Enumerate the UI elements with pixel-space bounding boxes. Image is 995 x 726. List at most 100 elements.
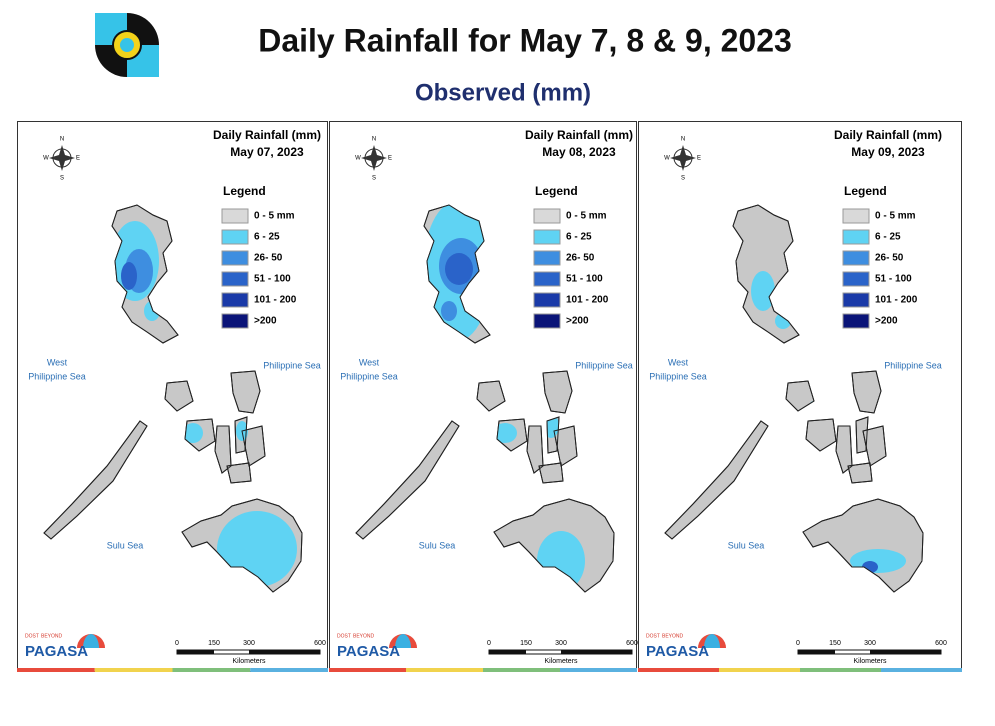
legend-swatch — [221, 292, 249, 308]
island-outline — [546, 416, 560, 454]
panel-date: May 09, 2023 — [851, 145, 925, 159]
sea-label: Philippine Sea — [28, 371, 86, 381]
legend-swatch — [221, 229, 249, 245]
scale-label: 300 — [555, 640, 567, 647]
slide-subtitle: Observed (mm) — [415, 79, 591, 106]
panel-title: Daily Rainfall (mm) — [525, 128, 633, 142]
island-outline — [805, 418, 837, 452]
sea-label: Philippine Sea — [575, 360, 633, 370]
color-strip — [329, 668, 406, 672]
legend-swatch — [533, 313, 561, 329]
color-strip — [560, 668, 637, 672]
legend-swatch — [842, 229, 870, 245]
color-strip — [172, 668, 251, 672]
island-outline — [230, 370, 261, 414]
legend-label: 6 - 25 — [254, 232, 280, 243]
scale-bar-fill — [177, 650, 214, 654]
rain-area — [441, 301, 457, 321]
logo-text: BEYOND — [41, 633, 63, 639]
scale-bar-fill — [561, 650, 632, 654]
scale-label: 300 — [864, 640, 876, 647]
island-outline — [538, 462, 564, 484]
legend-label: >200 — [566, 316, 589, 327]
logo-text: BEYOND — [353, 633, 375, 639]
rain-area — [493, 423, 517, 443]
logo-text: BEYOND — [662, 633, 684, 639]
sea-label: West — [668, 357, 689, 367]
island-outline — [785, 380, 815, 412]
legend-title: Legend — [535, 184, 578, 198]
legend-label: 51 - 100 — [254, 274, 291, 285]
color-strip — [17, 668, 95, 672]
island-outline — [184, 418, 216, 452]
island-outline — [496, 418, 528, 452]
scale-bar-fill — [870, 650, 941, 654]
compass-letter: S — [372, 176, 376, 182]
legend-swatch — [533, 250, 561, 266]
logo-name: PAGASA — [646, 643, 709, 660]
scale-label: 300 — [243, 640, 255, 647]
map-panel: Daily Rainfall (mm) May 07, 2023 Legend 0 -… — [17, 121, 328, 672]
map-panel: Daily Rainfall (mm) May 08, 2023 Legend 0 -… — [329, 121, 638, 672]
scale-unit: Kilometers — [853, 658, 887, 665]
compass-letter: S — [60, 176, 64, 182]
panel-date: May 07, 2023 — [230, 145, 304, 159]
logo-text: DOST — [25, 633, 39, 639]
island-outline — [851, 370, 882, 414]
legend-label: 0 - 5 mm — [875, 211, 916, 222]
scale-bar-fill — [489, 650, 526, 654]
compass-letter: N — [372, 137, 376, 143]
legend-title: Legend — [223, 184, 266, 198]
island-outline — [664, 420, 769, 540]
legend-label: 101 - 200 — [566, 295, 609, 306]
legend-swatch — [221, 271, 249, 287]
compass-letter: N — [60, 137, 64, 143]
color-strip — [800, 668, 881, 672]
island-outline — [111, 204, 179, 344]
legend-label: 26- 50 — [566, 253, 595, 264]
island-outline — [526, 425, 544, 474]
rain-area — [121, 262, 137, 290]
island-outline — [542, 370, 573, 414]
scale-label: 150 — [520, 640, 532, 647]
legend-swatch — [842, 250, 870, 266]
legend-swatch — [842, 292, 870, 308]
scale-label: 0 — [487, 640, 491, 647]
compass-letter: W — [664, 156, 670, 162]
island-outline — [355, 420, 460, 540]
island-outline — [214, 425, 232, 474]
rain-area — [445, 253, 473, 285]
legend-swatch — [533, 229, 561, 245]
island-outline — [226, 462, 252, 484]
scale-label: 600 — [935, 640, 947, 647]
panel-date: May 08, 2023 — [542, 145, 616, 159]
sea-label: Sulu Sea — [419, 540, 456, 550]
sea-label: Philippine Sea — [263, 360, 321, 370]
legend-swatch — [842, 208, 870, 224]
color-strip — [719, 668, 800, 672]
legend-label: >200 — [875, 316, 898, 327]
legend-swatch — [533, 271, 561, 287]
legend-swatch — [533, 208, 561, 224]
island-outline — [553, 425, 578, 467]
island-outline — [476, 380, 506, 412]
sea-label: Sulu Sea — [728, 540, 765, 550]
island-outline — [164, 380, 194, 412]
legend-title: Legend — [844, 184, 887, 198]
compass-letter: W — [43, 156, 49, 162]
map-panels: Daily Rainfall (mm) May 07, 2023 Legend 0 -… — [17, 121, 962, 672]
sea-label: West — [359, 357, 380, 367]
legend-label: 0 - 5 mm — [254, 211, 295, 222]
sea-label: Philippine Sea — [340, 371, 398, 381]
compass-letter: E — [697, 156, 701, 162]
legend-label: 0 - 5 mm — [566, 211, 607, 222]
slide-title: Daily Rainfall for May 7, 8 & 9, 2023 — [258, 22, 792, 58]
legend-label: 51 - 100 — [566, 274, 603, 285]
island-outline — [835, 425, 853, 474]
compass-letter: N — [681, 137, 685, 143]
scale-bar-fill — [798, 650, 835, 654]
top-logo — [95, 13, 159, 77]
scale-label: 0 — [175, 640, 179, 647]
